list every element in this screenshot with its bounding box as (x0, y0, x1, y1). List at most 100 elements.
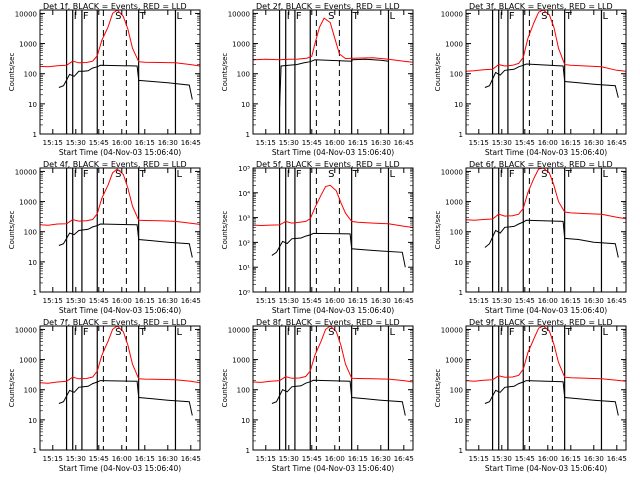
x-tick-label: 15:15 (256, 139, 276, 147)
y-tick-label: 10 (28, 259, 37, 267)
y-tick-label: 10 (454, 259, 463, 267)
y-tick-label: 10 (28, 101, 37, 109)
detector-panel: I F S T L 1 10 100 1000 10000 15:15 15:30 15:45 16:00… (434, 2, 627, 157)
series-line-events (58, 64, 193, 100)
x-tick-label: 15:15 (256, 297, 276, 305)
series-line-lld (40, 168, 200, 226)
x-tick-label: 16:30 (371, 139, 391, 147)
x-tick-label: 15:45 (302, 139, 322, 147)
y-tick-label: 1 (246, 131, 250, 139)
x-tick-label: 16:15 (561, 455, 581, 463)
interval-marker-label: F (83, 11, 89, 22)
x-tick-label: 16:15 (135, 455, 155, 463)
series-line-events (271, 379, 406, 416)
series-line-events (484, 380, 619, 416)
panel-frame (39, 325, 201, 451)
x-tick-label: 16:45 (181, 455, 201, 463)
interval-marker-label: S (115, 327, 121, 338)
x-tick-label: 15:45 (302, 455, 322, 463)
y-tick-label: 10² (238, 239, 250, 247)
y-tick-label: 10 (28, 417, 37, 425)
x-tick-label: 16:30 (584, 455, 604, 463)
y-tick-label: 10000 (228, 326, 250, 334)
x-tick-label: 15:15 (469, 455, 489, 463)
x-tick-label: 15:30 (66, 297, 86, 305)
series-line-events (271, 232, 406, 268)
x-tick-label: 15:15 (469, 139, 489, 147)
interval-marker-label: I (74, 169, 77, 180)
x-tick-label: 16:00 (538, 139, 558, 147)
interval-marker-label: T (139, 327, 147, 338)
interval-marker-label: F (509, 11, 515, 22)
x-tick-label: 16:15 (135, 139, 155, 147)
x-tick-label: 16:30 (158, 297, 178, 305)
series-line-lld (253, 184, 413, 228)
interval-marker-label: F (509, 327, 515, 338)
x-tick-label: 16:45 (394, 139, 414, 147)
interval-marker-label: F (509, 169, 515, 180)
y-tick-label: 1 (459, 131, 463, 139)
interval-marker-label: F (296, 169, 302, 180)
panel-title: Det 8f, BLACK = Events, RED = LLD (256, 318, 400, 327)
y-axis-label: Counts/sec (434, 211, 442, 250)
interval-marker-label: I (500, 327, 503, 338)
y-tick-label: 1 (33, 289, 37, 297)
x-tick-label: 15:45 (515, 297, 535, 305)
x-tick-label: 15:45 (515, 455, 535, 463)
interval-marker-label: T (139, 169, 147, 180)
x-tick-label: 15:15 (43, 297, 63, 305)
interval-marker-label: S (328, 11, 334, 22)
y-tick-label: 100 (24, 387, 37, 395)
series-line-lld (253, 17, 413, 63)
x-tick-label: 16:00 (325, 297, 345, 305)
y-tick-label: 1000 (232, 357, 250, 365)
y-tick-label: 1 (459, 289, 463, 297)
x-tick-label: 16:00 (325, 455, 345, 463)
y-tick-label: 100 (450, 387, 463, 395)
x-tick-label: 15:30 (279, 297, 299, 305)
panel-frame (252, 325, 414, 451)
x-axis-label: Start Time (04-Nov-03 15:06:40) (485, 306, 607, 315)
detector-panel: I F S T L 1 10 100 1000 10000 15:15 15:30 15:45 16:00… (221, 2, 414, 157)
x-axis-label: Start Time (04-Nov-03 15:06:40) (485, 464, 607, 473)
series-line-events (484, 63, 619, 98)
x-tick-label: 15:45 (89, 297, 109, 305)
series-line-lld (40, 326, 200, 384)
panel-title: Det 7f, BLACK = Events, RED = LLD (43, 318, 187, 327)
interval-marker-label: S (541, 11, 547, 22)
x-tick-label: 16:15 (561, 297, 581, 305)
x-tick-label: 15:15 (469, 297, 489, 305)
x-tick-label: 16:30 (584, 139, 604, 147)
y-tick-label: 100 (237, 71, 250, 79)
interval-marker-label: L (176, 169, 182, 180)
detector-panel: I F S T L 1 10 100 1000 10000 15:15 15:30 15:45 16:00… (434, 318, 627, 473)
x-tick-label: 16:00 (538, 455, 558, 463)
panel-title: Det 4f, BLACK = Events, RED = LLD (43, 160, 187, 169)
series-line-events (484, 219, 619, 258)
y-tick-label: 10 (454, 417, 463, 425)
y-tick-label: 1000 (232, 41, 250, 49)
x-axis-label: Start Time (04-Nov-03 15:06:40) (485, 148, 607, 157)
x-axis-label: Start Time (04-Nov-03 15:06:40) (272, 464, 394, 473)
interval-marker-label: L (176, 327, 182, 338)
interval-marker-label: T (139, 11, 147, 22)
interval-marker-label: I (287, 327, 290, 338)
x-tick-label: 16:45 (181, 139, 201, 147)
interval-marker-label: T (352, 327, 360, 338)
interval-marker-label: L (176, 11, 182, 22)
y-tick-label: 10 (241, 101, 250, 109)
panel-frame (252, 9, 414, 135)
y-tick-label: 100 (237, 387, 250, 395)
panel-frame (465, 167, 627, 293)
interval-marker-label: T (565, 11, 573, 22)
y-tick-label: 1000 (445, 199, 463, 207)
panel-title: Det 5f, BLACK = Events, RED = LLD (256, 160, 400, 169)
y-tick-label: 1 (246, 447, 250, 455)
x-tick-label: 16:30 (158, 455, 178, 463)
panel-title: Det 2f, BLACK = Events, RED = LLD (256, 2, 400, 11)
interval-marker-label: S (328, 169, 334, 180)
series-line-events (58, 223, 193, 258)
series-line-lld (40, 10, 200, 68)
interval-marker-label: L (602, 11, 608, 22)
x-tick-label: 15:45 (302, 297, 322, 305)
